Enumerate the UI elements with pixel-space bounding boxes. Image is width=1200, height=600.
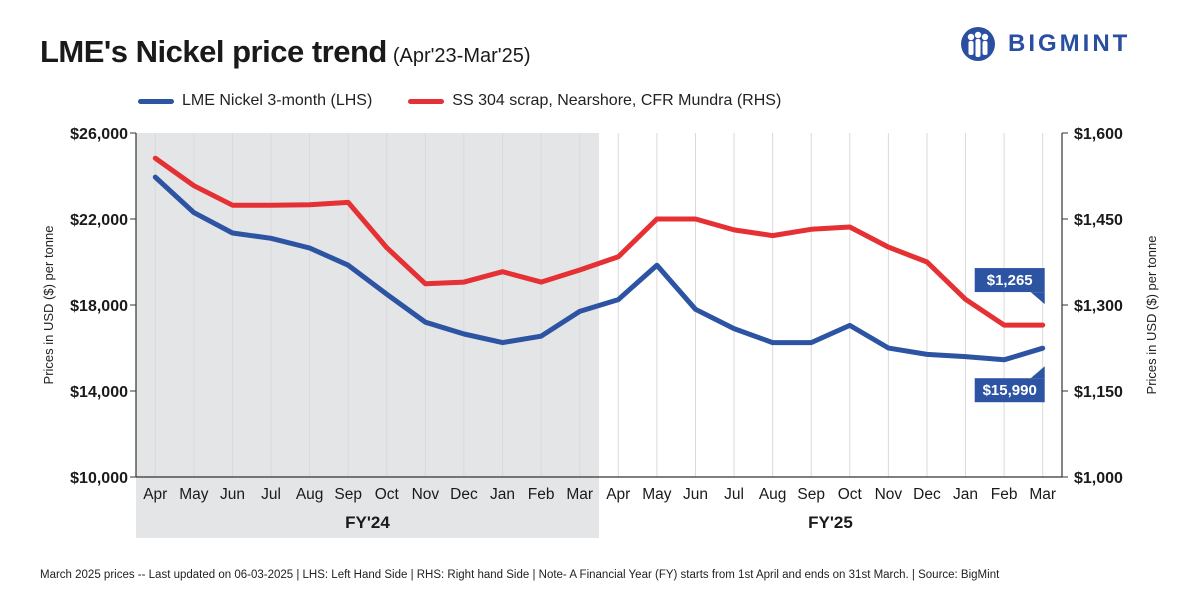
- x-tick-label: May: [642, 486, 672, 503]
- chart-title: LME's Nickel price trend (Apr'23-Mar'25): [40, 34, 531, 70]
- y-tick-label-left: $18,000: [70, 298, 128, 315]
- legend-swatch-ss304: [408, 98, 445, 104]
- footer-note: March 2025 prices -- Last updated on 06-…: [40, 569, 1000, 581]
- x-tick-label: Jun: [683, 486, 708, 503]
- period-label: FY'25: [808, 513, 853, 532]
- x-tick-label: Jan: [953, 486, 978, 503]
- x-tick-label: May: [179, 486, 209, 503]
- x-tick-label: Feb: [528, 486, 555, 503]
- annotation-label: $15,990: [983, 382, 1037, 399]
- x-tick-label: Oct: [375, 486, 400, 503]
- legend-label-lme: LME Nickel 3-month (LHS): [182, 92, 373, 109]
- x-tick-label: Nov: [875, 486, 903, 503]
- x-tick-label: Jan: [490, 486, 515, 503]
- y-tick-label-right: $1,300: [1074, 298, 1123, 315]
- x-tick-label: Apr: [606, 486, 630, 503]
- annotation-box: [974, 378, 1045, 403]
- chart-legend: LME Nickel 3-month (LHS) SS 304 scrap, N…: [138, 92, 817, 110]
- brand-name: BIGMINT: [1008, 30, 1131, 57]
- x-tick-label: Aug: [759, 486, 787, 503]
- x-tick-label: Mar: [566, 486, 593, 503]
- x-tick-label: Dec: [913, 486, 941, 503]
- x-tick-label: Mar: [1029, 486, 1056, 503]
- annotation-pointer: [1030, 366, 1045, 379]
- y-tick-label-left: $22,000: [70, 212, 128, 229]
- x-tick-label: Dec: [450, 486, 478, 503]
- y-tick-label-right: $1,450: [1074, 212, 1123, 229]
- annotation-box: [974, 268, 1045, 293]
- period-shading-0: [136, 133, 599, 538]
- annotation-label: $1,265: [987, 272, 1033, 289]
- series-line-lme-nickel: [152, 174, 1046, 363]
- x-tick-label: Aug: [296, 486, 324, 503]
- y-tick-label-right: $1,600: [1074, 126, 1123, 143]
- y-tick-label-right: $1,000: [1074, 470, 1123, 487]
- y-axis-title-right: Prices in USD ($) per tonne: [1144, 236, 1159, 395]
- y-tick-label-right: $1,150: [1074, 384, 1123, 401]
- annotation-pointer: [1030, 292, 1045, 305]
- y-tick-label-left: $26,000: [70, 126, 128, 143]
- x-tick-label: Nov: [412, 486, 440, 503]
- x-tick-label: Oct: [838, 486, 863, 503]
- y-tick-label-left: $14,000: [70, 384, 128, 401]
- x-tick-label: Jun: [220, 486, 245, 503]
- x-tick-label: Feb: [991, 486, 1018, 503]
- x-tick-label: Jul: [261, 486, 281, 503]
- y-axis-title-left: Prices in USD ($) per tonne: [41, 226, 56, 385]
- chart-title-main: LME's Nickel price trend: [40, 34, 387, 69]
- bigmint-logo-icon: [961, 27, 995, 61]
- x-tick-label: Sep: [797, 486, 825, 503]
- brand-logo: BIGMINT: [958, 26, 1130, 62]
- period-label: FY'24: [345, 513, 390, 532]
- chart-title-subtitle: (Apr'23-Mar'25): [392, 45, 531, 67]
- x-tick-label: Apr: [143, 486, 167, 503]
- series-line-ss304-scrap: [152, 155, 1046, 328]
- legend-item-lme: LME Nickel 3-month (LHS): [138, 92, 372, 110]
- y-tick-label-left: $10,000: [70, 470, 128, 487]
- x-tick-label: Jul: [724, 486, 744, 503]
- legend-swatch-lme: [138, 98, 174, 104]
- x-tick-label: Sep: [334, 486, 362, 503]
- legend-item-ss304: SS 304 scrap, Nearshore, CFR Mundra (RHS…: [408, 92, 781, 110]
- legend-label-ss304: SS 304 scrap, Nearshore, CFR Mundra (RHS…: [452, 92, 782, 109]
